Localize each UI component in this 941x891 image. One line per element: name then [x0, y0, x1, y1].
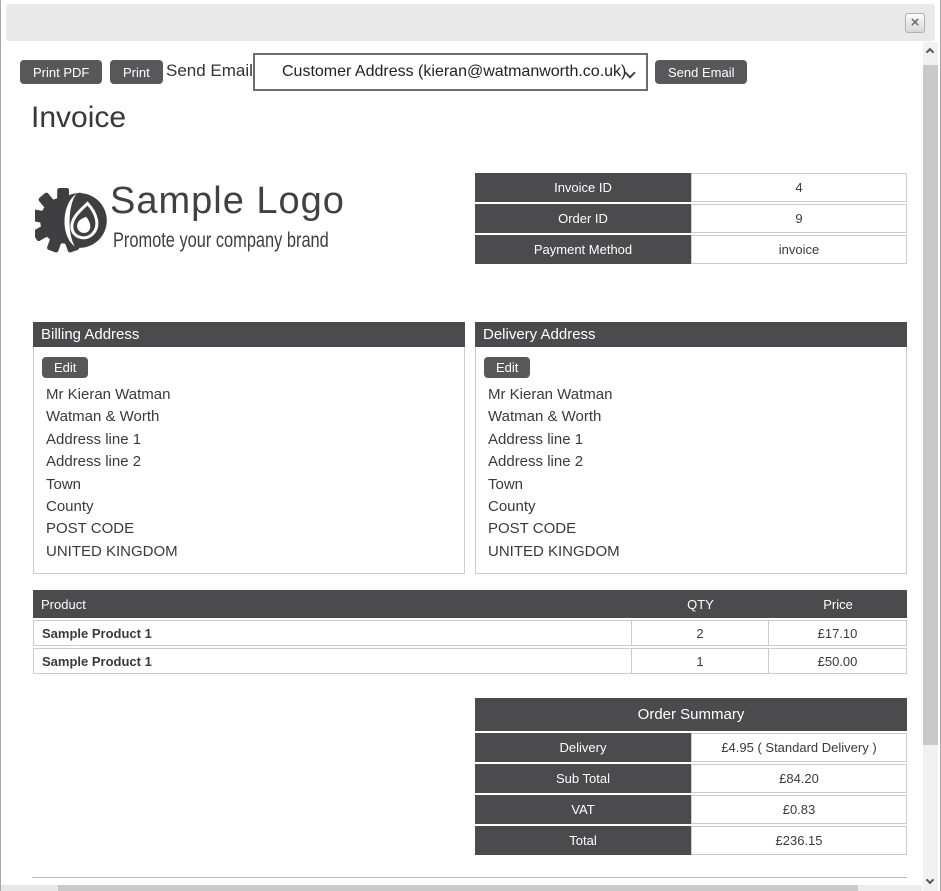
product-table: Product QTY Price Sample Product 1 2 £17… — [33, 588, 907, 676]
address-line: UNITED KINGDOM — [46, 542, 178, 560]
print-button[interactable]: Print — [110, 60, 163, 84]
address-line: County — [488, 498, 536, 516]
price-column-header: Price — [769, 590, 907, 618]
delivery-address-section: Delivery Address Edit Mr Kieran Watman W… — [475, 322, 907, 574]
table-row: Payment Method invoice — [475, 235, 907, 264]
table-row: Order ID 9 — [475, 204, 907, 233]
chevron-down-icon — [925, 875, 935, 885]
billing-address-header: Billing Address — [33, 322, 465, 347]
product-price: £17.10 — [769, 620, 907, 646]
product-table-header-row: Product QTY Price — [33, 590, 907, 618]
billing-address-body: Edit Mr Kieran Watman Watman & Worth Add… — [33, 347, 465, 574]
address-line: POST CODE — [488, 520, 577, 538]
logo-name: Sample Logo — [110, 180, 345, 222]
invoice-id-value: 4 — [691, 173, 907, 202]
product-price: £50.00 — [769, 648, 907, 674]
address-line: Town — [488, 475, 524, 493]
page-title: Invoice — [31, 101, 127, 134]
vat-label: VAT — [475, 795, 691, 824]
table-row: Sample Product 1 2 £17.10 — [33, 620, 907, 646]
address-line: County — [46, 498, 94, 516]
send-email-button[interactable]: Send Email — [655, 60, 748, 84]
address-line: POST CODE — [46, 520, 135, 538]
address-line: Address line 1 — [46, 430, 142, 448]
product-qty: 1 — [632, 648, 769, 674]
address-line: Mr Kieran Watman — [46, 386, 171, 403]
address-line: Address line 1 — [488, 430, 584, 448]
address-line: Watman & Worth — [46, 408, 160, 426]
subtotal-label: Sub Total — [475, 764, 691, 793]
company-logo-gear-icon — [35, 187, 107, 253]
invoice-id-label: Invoice ID — [475, 173, 691, 202]
scrollbar-left-button[interactable] — [1, 885, 57, 891]
table-row: Sub Total £84.20 — [475, 764, 907, 793]
order-id-value: 9 — [691, 204, 907, 233]
table-row: VAT £0.83 — [475, 795, 907, 824]
address-line: Mr Kieran Watman — [488, 386, 613, 403]
order-summary-title: Order Summary — [475, 698, 907, 731]
print-pdf-button[interactable]: Print PDF — [20, 60, 103, 84]
payment-method-label: Payment Method — [475, 235, 691, 264]
table-row: Delivery £4.95 ( Standard Delivery ) — [475, 733, 907, 762]
scrollbar-down-button[interactable] — [923, 873, 938, 891]
horizontal-scrollbar-thumb[interactable] — [58, 885, 858, 891]
total-value: £236.15 — [691, 826, 907, 855]
table-row: Invoice ID 4 — [475, 173, 907, 202]
invoice-info-table: Invoice ID 4 Order ID 9 Payment Method i… — [475, 171, 907, 266]
product-column-header: Product — [33, 590, 632, 618]
modal-left-border — [0, 0, 1, 891]
horizontal-scrollbar[interactable] — [1, 885, 922, 891]
email-recipient-selected-value: Customer Address (kieran@watmanworth.co.… — [282, 63, 627, 80]
order-summary-table: Order Summary Delivery £4.95 ( Standard … — [475, 696, 907, 857]
product-qty: 2 — [632, 620, 769, 646]
chevron-up-icon — [925, 47, 935, 57]
modal-title-bar — [6, 4, 935, 41]
close-button[interactable]: × — [905, 13, 925, 33]
address-line: Address line 2 — [46, 453, 142, 471]
product-name: Sample Product 1 — [33, 648, 632, 674]
qty-column-header: QTY — [632, 590, 769, 618]
delivery-value: £4.95 ( Standard Delivery ) — [691, 733, 907, 762]
send-email-label: Send Email — [166, 61, 253, 80]
total-label: Total — [475, 826, 691, 855]
vertical-scrollbar[interactable] — [923, 42, 938, 891]
delivery-edit-button[interactable]: Edit — [484, 357, 531, 378]
email-recipient-select[interactable]: Customer Address (kieran@watmanworth.co.… — [253, 53, 648, 91]
payment-method-value: invoice — [691, 235, 907, 264]
scrollbar-up-button[interactable] — [923, 42, 938, 60]
subtotal-value: £84.20 — [691, 764, 907, 793]
order-id-label: Order ID — [475, 204, 691, 233]
close-icon: × — [910, 14, 920, 31]
address-line: Address line 2 — [488, 453, 584, 471]
order-summary-title-row: Order Summary — [475, 698, 907, 731]
billing-address-section: Billing Address Edit Mr Kieran Watman Wa… — [33, 322, 465, 574]
delivery-label: Delivery — [475, 733, 691, 762]
product-name: Sample Product 1 — [33, 620, 632, 646]
table-row: Sample Product 1 1 £50.00 — [33, 648, 907, 674]
delivery-address-body: Edit Mr Kieran Watman Watman & Worth Add… — [475, 347, 907, 574]
address-line: UNITED KINGDOM — [488, 542, 620, 560]
logo-tagline: Promote your company brand — [113, 229, 329, 252]
delivery-address-header: Delivery Address — [475, 322, 907, 347]
billing-edit-button[interactable]: Edit — [42, 357, 89, 378]
table-row: Total £236.15 — [475, 826, 907, 855]
address-line: Watman & Worth — [488, 408, 602, 426]
vat-value: £0.83 — [691, 795, 907, 824]
footer-divider — [32, 877, 907, 878]
vertical-scrollbar-thumb[interactable] — [923, 65, 938, 745]
address-line: Town — [46, 475, 82, 493]
